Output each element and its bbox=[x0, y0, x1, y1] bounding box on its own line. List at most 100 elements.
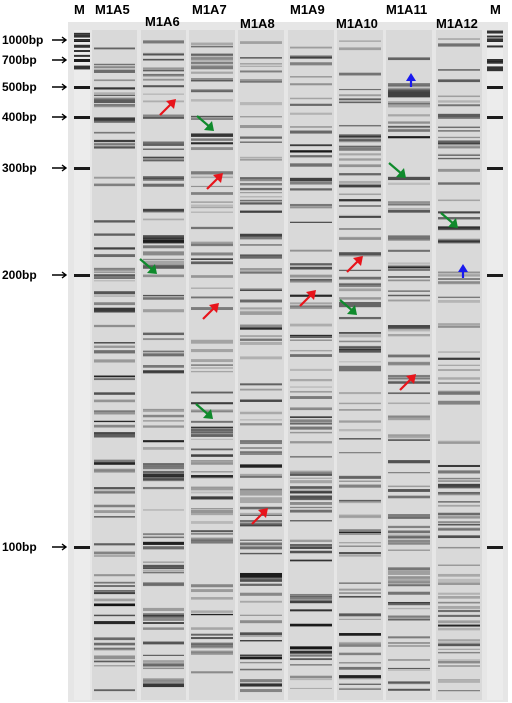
dna-band bbox=[438, 95, 480, 98]
dna-band bbox=[290, 304, 332, 307]
dna-band bbox=[94, 97, 135, 100]
dna-band bbox=[339, 216, 381, 218]
dna-band bbox=[339, 332, 381, 334]
dna-band bbox=[94, 69, 135, 73]
dna-band bbox=[240, 614, 282, 616]
dna-band bbox=[388, 485, 430, 488]
dna-band bbox=[94, 94, 135, 97]
green-arrow-m1a11 bbox=[388, 162, 406, 178]
dna-band bbox=[94, 295, 135, 297]
dna-band bbox=[290, 609, 332, 612]
dna-band bbox=[388, 460, 430, 464]
size-label-500bp: 500bp bbox=[2, 80, 37, 94]
dna-band bbox=[143, 618, 184, 621]
dna-band bbox=[290, 112, 332, 115]
dna-band bbox=[240, 552, 282, 555]
dna-band bbox=[290, 339, 332, 341]
dna-band bbox=[143, 582, 184, 587]
dna-band bbox=[191, 471, 233, 473]
blue-arrow-m1a11 bbox=[406, 73, 416, 87]
dna-band bbox=[290, 650, 332, 654]
dna-band bbox=[290, 396, 332, 399]
dna-band bbox=[290, 221, 332, 223]
size-label-200bp: 200bp bbox=[2, 268, 37, 282]
dna-band bbox=[339, 138, 381, 142]
dna-band bbox=[240, 80, 282, 83]
dna-band bbox=[388, 581, 430, 584]
dna-band bbox=[290, 470, 332, 473]
dna-band bbox=[438, 521, 480, 524]
dna-band bbox=[339, 480, 381, 482]
dna-band bbox=[290, 646, 332, 650]
dna-band bbox=[143, 536, 184, 539]
dna-band bbox=[290, 426, 332, 430]
dna-band bbox=[438, 157, 480, 160]
dna-band bbox=[290, 188, 332, 191]
dna-band bbox=[191, 637, 233, 640]
dna-band bbox=[388, 85, 430, 88]
dna-band bbox=[290, 520, 332, 522]
dna-band bbox=[438, 154, 480, 156]
dna-band bbox=[290, 487, 332, 490]
dna-band bbox=[240, 268, 282, 271]
dna-band bbox=[191, 584, 233, 588]
dna-band bbox=[388, 381, 430, 384]
dna-band bbox=[388, 269, 430, 271]
dna-band bbox=[240, 210, 282, 213]
dna-band bbox=[94, 399, 135, 403]
dna-band bbox=[339, 88, 381, 91]
dna-band bbox=[388, 644, 430, 647]
dna-band bbox=[191, 349, 233, 353]
dna-band bbox=[143, 53, 184, 56]
dna-band bbox=[339, 452, 381, 454]
dna-band bbox=[388, 329, 430, 332]
dna-band bbox=[339, 153, 381, 156]
dna-band bbox=[191, 491, 233, 494]
dna-band bbox=[438, 113, 480, 119]
dna-band bbox=[339, 289, 381, 292]
dna-band bbox=[191, 426, 233, 429]
dna-band bbox=[143, 294, 184, 297]
dna-band bbox=[388, 88, 430, 91]
dna-band bbox=[438, 464, 480, 467]
dna-band bbox=[290, 675, 332, 679]
red-arrow-m1a10 bbox=[346, 256, 363, 273]
dna-band bbox=[240, 299, 282, 303]
dna-band bbox=[94, 463, 135, 465]
dna-band bbox=[240, 419, 282, 421]
dna-band bbox=[388, 402, 430, 405]
dna-band bbox=[191, 66, 233, 70]
dna-band bbox=[388, 136, 430, 139]
dna-band bbox=[143, 409, 184, 413]
dna-band bbox=[438, 582, 480, 585]
dna-band bbox=[240, 338, 282, 341]
dna-band bbox=[143, 240, 184, 244]
dna-band bbox=[94, 689, 135, 692]
dna-band bbox=[290, 354, 332, 357]
dna-band bbox=[388, 114, 430, 117]
dna-band bbox=[94, 603, 135, 607]
dna-band bbox=[240, 341, 282, 345]
dna-band bbox=[240, 41, 282, 44]
dna-band bbox=[339, 301, 381, 308]
dna-band bbox=[143, 420, 184, 422]
marker-band bbox=[487, 86, 503, 89]
dna-band bbox=[240, 640, 282, 642]
dna-band bbox=[191, 201, 233, 203]
dna-band bbox=[290, 654, 332, 657]
blue-arrow-m1a12 bbox=[458, 264, 468, 278]
dna-band bbox=[388, 417, 430, 421]
dna-band bbox=[240, 116, 282, 118]
dna-band bbox=[438, 400, 480, 405]
dna-band bbox=[339, 72, 381, 76]
dna-band bbox=[438, 390, 480, 392]
dna-band bbox=[290, 550, 332, 554]
dna-band bbox=[438, 282, 480, 285]
marker-band bbox=[74, 54, 90, 57]
dna-band bbox=[438, 104, 480, 107]
dna-band bbox=[94, 302, 135, 306]
dna-band bbox=[191, 642, 233, 645]
dna-band bbox=[191, 644, 233, 648]
dna-band bbox=[388, 101, 430, 104]
dna-band bbox=[388, 536, 430, 539]
